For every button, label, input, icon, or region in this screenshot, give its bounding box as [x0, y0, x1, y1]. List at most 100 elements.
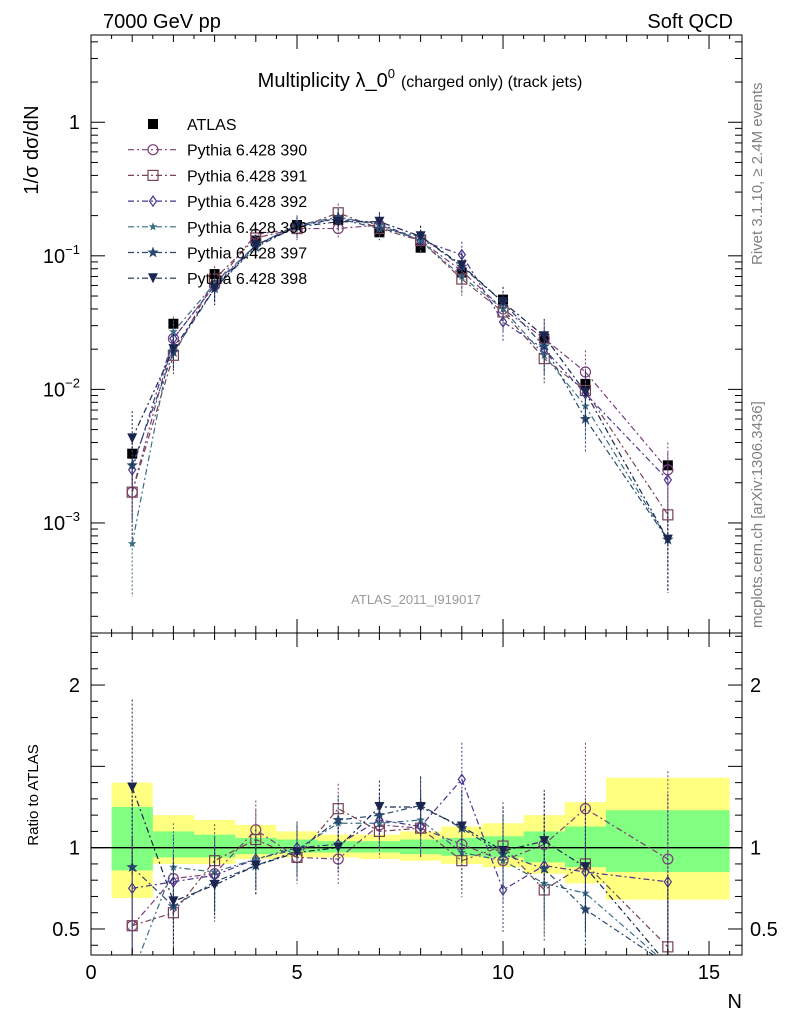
legend-label: Pythia 6.428 391	[187, 168, 307, 185]
legend: ATLAS Pythia 6.428 390 Pythia 6.428 391 Pyt…	[128, 117, 307, 288]
data-point	[664, 960, 673, 968]
data-point	[579, 413, 592, 424]
data-point	[169, 327, 178, 336]
legend-label: Pythia 6.428 398	[187, 271, 307, 288]
ratio-plot-frame	[90, 632, 743, 956]
data-point	[663, 473, 673, 486]
data-point	[456, 821, 467, 832]
legend-entry: Pythia 6.428 391	[128, 168, 307, 185]
data-point	[168, 896, 179, 907]
data-point	[538, 862, 550, 874]
main-title-sup: 0	[388, 66, 395, 81]
ratio-y-tick-label-right: 1	[750, 838, 761, 860]
data-point	[663, 960, 673, 970]
data-point	[127, 433, 138, 444]
data-point	[538, 340, 550, 352]
main-title: Multiplicity λ_00 (charged only) (track j…	[258, 66, 583, 92]
data-point	[127, 782, 138, 793]
legend-marker	[148, 273, 158, 284]
data-point	[210, 867, 219, 876]
x-tick-label: 5	[291, 962, 302, 984]
series-line	[131, 224, 669, 493]
data-point	[457, 773, 467, 786]
data-point	[209, 283, 220, 294]
data-point	[415, 231, 426, 242]
data-point	[539, 836, 550, 847]
main-series-group	[126, 203, 674, 597]
data-point	[498, 845, 509, 856]
data-point	[168, 344, 179, 355]
data-point	[127, 448, 138, 459]
legend-label: Pythia 6.428 392	[187, 194, 307, 211]
data-point	[662, 534, 673, 545]
ratio-y-axis-label: Ratio to ATLAS	[25, 744, 42, 845]
data-point	[539, 331, 550, 342]
data-point	[332, 814, 344, 825]
data-point	[373, 222, 386, 234]
legend-marker	[148, 222, 158, 231]
legend-label: ATLAS	[187, 117, 237, 134]
data-point	[579, 903, 592, 915]
y-tick-label: 10−3	[43, 509, 80, 535]
y-tick-label: 10−2	[43, 375, 80, 401]
analysis-id: ATLAS_2011_I919017	[351, 592, 481, 607]
header-right: Soft QCD	[647, 11, 733, 33]
legend-marker	[148, 119, 158, 129]
y-tick-label: 10−1	[43, 242, 80, 268]
legend-label: Pythia 6.428 390	[187, 143, 307, 160]
data-point	[457, 272, 467, 281]
axes-group: 0 5 10 15 10−3 10−2 10−1 1 0.5 0.5 1 1 2 2	[43, 34, 778, 984]
data-point	[128, 970, 137, 978]
main-title-suffix: (charged only) (track jets)	[401, 74, 582, 91]
data-point	[126, 861, 138, 872]
main-series-396	[127, 207, 673, 597]
data-point	[374, 802, 385, 813]
ratio-y-tick-label-left: 2	[69, 675, 80, 697]
data-point	[456, 260, 467, 271]
legend-label: Pythia 6.428 396	[187, 220, 307, 237]
data-point	[662, 959, 673, 970]
ratio-y-tick-label-left: 0.5	[52, 919, 80, 941]
data-point	[498, 297, 509, 308]
ratio-y-tick-label-right: 2	[750, 675, 761, 697]
data-point	[415, 802, 426, 813]
main-series-398	[127, 212, 673, 593]
data-point	[209, 880, 220, 891]
ratio-y-tick-label-left: 1	[69, 838, 80, 860]
main-y-axis-label: 1/σ dσ/dN	[21, 105, 43, 194]
data-point	[580, 387, 591, 398]
data-point	[250, 860, 261, 871]
main-series-390	[126, 215, 674, 546]
legend-marker	[147, 144, 159, 156]
data-point	[251, 854, 261, 863]
legend-label: Pythia 6.428 397	[187, 246, 307, 263]
data-point	[127, 539, 137, 548]
x-tick-label: 15	[698, 962, 720, 984]
legend-entry: Pythia 6.428 396	[128, 220, 307, 237]
rivet-version-text: Rivet 3.1.10, ≥ 2.4M events	[749, 83, 766, 266]
main-series-397	[126, 209, 674, 593]
data-point	[580, 862, 591, 873]
data-point	[333, 842, 344, 853]
legend-entry: ATLAS	[148, 117, 237, 134]
x-tick-label: 10	[492, 962, 514, 984]
data-point	[374, 216, 385, 227]
data-point	[333, 216, 344, 227]
data-point	[250, 240, 261, 251]
legend-marker	[147, 169, 159, 181]
header-left: 7000 GeV pp	[103, 11, 221, 33]
y-tick-label: 1	[69, 112, 80, 134]
ratio-series-398	[127, 699, 673, 970]
data-point	[292, 847, 303, 858]
x-tick-label: 0	[85, 962, 96, 984]
legend-entry: Pythia 6.428 390	[128, 143, 307, 160]
mcplots-reference-text: mcplots.cern.ch [arXiv:1306.3436]	[749, 401, 766, 628]
main-title-text: Multiplicity λ_0	[258, 70, 388, 92]
ratio-uncertainty-bands	[91, 777, 742, 900]
legend-marker	[148, 195, 158, 208]
legend-marker	[147, 246, 159, 258]
ratio-y-tick-label-right: 0.5	[750, 919, 778, 941]
x-axis-label: N	[728, 991, 742, 1013]
ratio-series-group	[126, 699, 674, 978]
